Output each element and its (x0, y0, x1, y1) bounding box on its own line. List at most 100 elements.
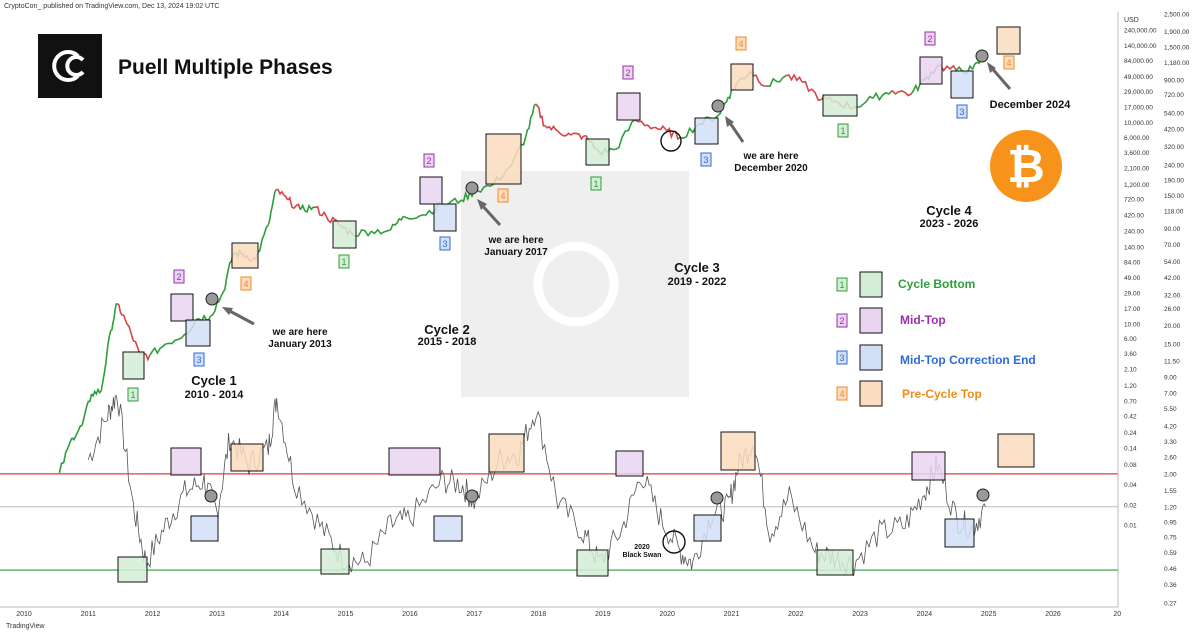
phase-number-badge (240, 276, 252, 291)
price-tick-label: 17.00 (1124, 306, 1141, 313)
x-tick-label: 20 (1113, 611, 1121, 618)
phase-number-label: 3 (959, 107, 964, 117)
phase-number-label: 4 (738, 39, 743, 49)
price-tick-label: 2,100.00 (1124, 166, 1150, 173)
arrow-head-icon (725, 116, 734, 127)
legend-swatch (859, 307, 883, 334)
black-swan-puell-circle (662, 530, 686, 554)
puell-tick-label: 1,180.00 (1164, 60, 1190, 67)
x-tick-label: 2015 (338, 611, 354, 618)
annotation-jan-2013: we are here January 2013 (230, 327, 370, 351)
x-tick-label: 2021 (724, 611, 740, 618)
puell-tick-label: 420.00 (1164, 127, 1184, 134)
arrow-head-icon (477, 199, 487, 210)
phase-box (694, 117, 719, 145)
cycle-2-years: 2015 - 2018 (417, 336, 477, 348)
price-tick-label: 0.24 (1124, 430, 1137, 437)
price-tick-label: 6.00 (1124, 336, 1137, 343)
phase-number-label: 1 (593, 179, 598, 189)
x-tick-label: 2025 (981, 611, 997, 618)
price-series-segment (299, 203, 314, 214)
phase-number-badge (173, 269, 185, 284)
phase-number-badge (338, 254, 350, 269)
price-series-segment (891, 89, 912, 97)
puell-tick-label: 0.36 (1164, 582, 1177, 589)
price-series-segment (872, 90, 893, 102)
price-series-segment (148, 343, 167, 357)
puell-tick-label: 90.00 (1164, 226, 1181, 233)
phase-number-badge (622, 65, 634, 80)
price-tick-label: 29.00 (1124, 290, 1141, 297)
price-series-segment (100, 330, 112, 392)
annotation-line-2: December 2020 (734, 163, 808, 174)
phase-box (911, 451, 946, 481)
legend-number-badge (836, 386, 848, 401)
phase-box (576, 549, 609, 577)
x-tick-label: 2022 (788, 611, 804, 618)
cycle-3-years: 2019 - 2022 (667, 276, 727, 288)
legend-number-label: 4 (839, 389, 844, 399)
price-tick-label: 10,000.00 (1124, 120, 1153, 127)
annotation-line-1: we are here (488, 235, 544, 246)
tradingview-footer[interactable]: TradingView (6, 623, 45, 630)
price-series-segment (58, 437, 73, 473)
we-are-here-marker (711, 99, 725, 113)
phase-number-label: 2 (426, 156, 431, 166)
price-series-segment (570, 132, 585, 141)
price-tick-label: 49,000.00 (1124, 74, 1153, 81)
price-series-segment (802, 80, 822, 102)
puell-tick-label: 0.27 (1164, 601, 1177, 608)
puell-tick-label: 7.00 (1164, 391, 1177, 398)
price-series-segment (116, 302, 128, 325)
we-are-here-marker (976, 488, 990, 502)
price-tick-label: 0.02 (1124, 502, 1137, 509)
price-tick-label: 240,000.00 (1124, 28, 1157, 35)
phase-box (122, 351, 145, 380)
black-swan-price-circle (660, 130, 682, 152)
phase-number-badge (423, 153, 435, 168)
legend-label-mid-top-correction-end: Mid-Top Correction End (900, 353, 1036, 367)
phase-box (944, 518, 975, 548)
phase-number-badge (700, 152, 712, 167)
price-tick-label: 420.00 (1124, 212, 1144, 219)
legend-number-badge (836, 277, 848, 292)
legend-number-badge (836, 350, 848, 365)
puell-tick-label: 42.00 (1164, 275, 1181, 282)
arrow-head-icon (987, 62, 996, 73)
phase-box (185, 319, 211, 347)
cycle-1-title: Cycle 1 (191, 373, 237, 388)
puell-tick-label: 900.00 (1164, 77, 1184, 84)
svg-text:₿: ₿ (1007, 140, 1045, 192)
price-tick-label: 0.42 (1124, 414, 1137, 421)
watermark-logo-icon (533, 241, 619, 327)
phase-number-badge (837, 123, 849, 138)
phase-number-label: 1 (840, 126, 845, 136)
phase-number-label: 4 (243, 279, 248, 289)
cycle-4-years: 2023 - 2026 (919, 218, 979, 230)
phase-box (320, 548, 350, 575)
puell-tick-label: 2,500.00 (1164, 12, 1190, 19)
we-are-here-marker (204, 489, 218, 503)
legend-swatch (859, 380, 883, 407)
phase-box (230, 443, 264, 472)
x-tick-label: 2024 (917, 611, 933, 618)
puell-tick-label: 54.00 (1164, 259, 1181, 266)
price-series-segment (535, 103, 546, 127)
phase-number-badge (590, 176, 602, 191)
price-tick-label: 720.00 (1124, 197, 1144, 204)
phase-number-label: 3 (196, 355, 201, 365)
price-series-segment (785, 73, 803, 83)
price-series-segment (403, 214, 423, 220)
phase-number-label: 4 (1006, 58, 1011, 68)
price-tick-label: 29,000.00 (1124, 89, 1153, 96)
price-tick-label: 2.10 (1124, 367, 1137, 374)
price-series-segment (90, 387, 102, 398)
puell-tick-label: 9.00 (1164, 374, 1177, 381)
phase-box (693, 514, 722, 542)
page-title: Puell Multiple Phases (118, 56, 333, 79)
phase-box (996, 26, 1021, 55)
puell-tick-label: 150.00 (1164, 193, 1184, 200)
phase-box (485, 133, 522, 185)
price-series-segment (313, 205, 327, 217)
